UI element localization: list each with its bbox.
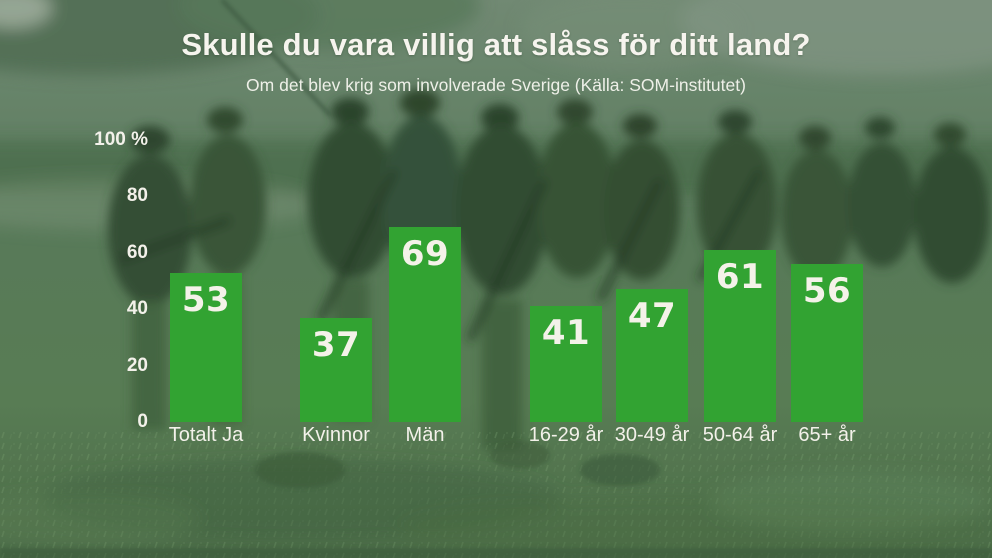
bar-category-label: 50-64 år <box>702 424 778 446</box>
y-axis-tick: 80 <box>126 185 148 207</box>
bar-3: 69 <box>389 227 461 422</box>
bar-category-label: Kvinnor <box>302 424 370 446</box>
bar-4: 41 <box>530 306 602 422</box>
chart-title: Skulle du vara villig att slåss för ditt… <box>181 27 811 62</box>
bar-7: 56 <box>791 264 863 422</box>
y-axis-tick: 100 % <box>94 129 148 150</box>
bar-value: 61 <box>715 257 765 297</box>
bar-value: 69 <box>400 234 450 274</box>
y-axis-tick: 20 <box>126 354 148 376</box>
bar-1: 53 <box>170 273 242 422</box>
bar-category-label: 30-49 år <box>614 424 690 446</box>
y-axis-tick: 40 <box>126 298 148 320</box>
bar-category-label: 16-29 år <box>528 424 604 446</box>
bar-6: 61 <box>704 250 776 422</box>
bar-value: 37 <box>311 325 361 365</box>
grass-blade <box>220 0 332 117</box>
bar-value: 41 <box>541 313 591 353</box>
chart-subtitle: Om det blev krig som involverade Sverige… <box>246 75 746 95</box>
grass-foreground <box>0 432 992 558</box>
bar-value: 53 <box>181 280 231 320</box>
y-axis-tick: 60 <box>126 241 148 263</box>
bar-category-label: Totalt Ja <box>168 424 244 446</box>
bar-5: 47 <box>616 289 688 422</box>
bar-category-label: Män <box>405 424 445 446</box>
bar-category-label: 65+ år <box>798 424 856 446</box>
bar-value: 56 <box>802 271 852 311</box>
bar-value: 47 <box>627 296 677 336</box>
bar-2: 37 <box>300 318 372 422</box>
y-axis-tick: 0 <box>137 411 148 432</box>
